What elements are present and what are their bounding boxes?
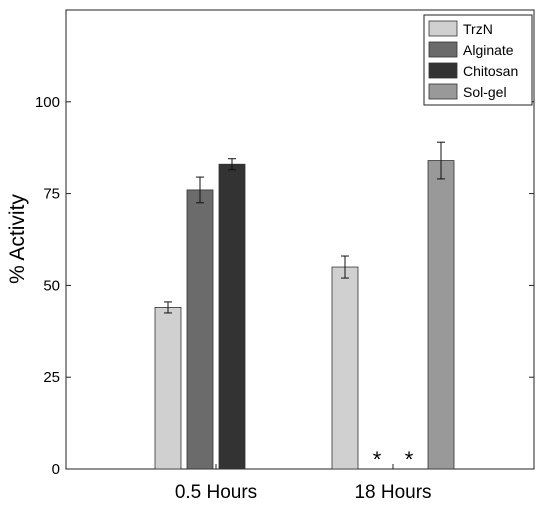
plot-frame — [65, 9, 535, 470]
bar-chitosan — [218, 163, 246, 470]
legend-label: Chitosan — [463, 63, 518, 79]
y-tick-label: 100 — [35, 94, 60, 111]
asterisk-marker: * — [405, 447, 414, 472]
legend-swatch — [428, 41, 458, 58]
x-category-labels: 0.5 Hours 18 Hours — [175, 482, 432, 503]
legend-label: Alginate — [463, 42, 514, 58]
legend-swatch — [428, 62, 458, 79]
annotations: * * — [373, 447, 414, 472]
y-tick-label: 75 — [43, 186, 60, 203]
bar-trzn — [154, 307, 182, 470]
legend: TrzN Alginate Chitosan Sol-gel — [423, 14, 533, 106]
legend-label: Sol-gel — [463, 84, 507, 100]
error-bars — [164, 141, 445, 314]
bars — [154, 160, 455, 470]
legend-swatch — [428, 20, 458, 37]
bar-alginate — [186, 189, 214, 470]
axes — [65, 9, 535, 470]
y-ticks: 0 25 50 75 100 — [35, 94, 534, 478]
x-category-label: 0.5 Hours — [175, 482, 257, 503]
bar-trzn — [331, 266, 359, 470]
x-category-label: 18 Hours — [354, 482, 431, 503]
legend-swatch — [428, 83, 458, 100]
y-tick-label: 25 — [43, 369, 60, 386]
legend-label: TrzN — [463, 21, 493, 37]
asterisk-marker: * — [373, 447, 382, 472]
y-tick-label: 0 — [52, 461, 60, 478]
y-tick-label: 50 — [43, 277, 60, 294]
y-axis-title: % Activity — [6, 194, 29, 284]
bar-sol-gel — [427, 160, 455, 470]
